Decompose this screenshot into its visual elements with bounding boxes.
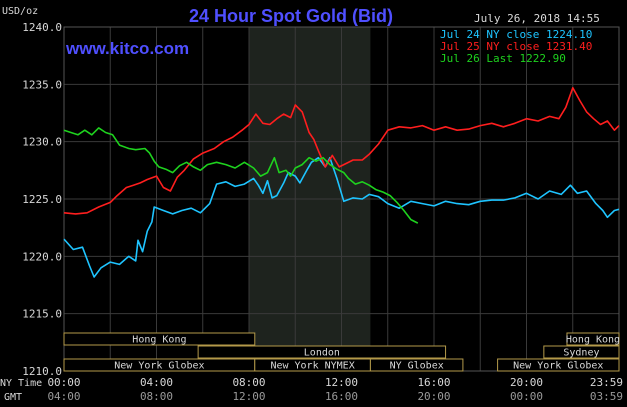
x-tick-label-gmt: 16:00: [325, 390, 358, 403]
session-label: Sydney: [563, 348, 599, 359]
y-tick-label: 1230.0: [22, 136, 62, 149]
x-tick-label-gmt: 04:00: [47, 390, 80, 403]
session-label: Hong Kong: [132, 335, 186, 346]
series-line-2: [63, 127, 419, 224]
session-bar: [497, 358, 620, 372]
x-axis-ticks: 00:00 04:00 08:00 12:00 16:00 20:00 23:5904:00…: [47, 376, 623, 403]
y-tick-label: 1220.0: [22, 250, 62, 263]
y-tick-label: 1225.0: [22, 193, 62, 206]
gmt-label: GMT: [4, 392, 22, 403]
timestamp: July 26, 2018 14:55: [474, 12, 600, 25]
x-tick-label-ny: 23:59: [590, 376, 623, 389]
session-label: New York NYMEX: [270, 361, 354, 372]
session-bar: [543, 345, 620, 359]
market-sessions: Hong Kong Hong Kong London Sydney New York G…: [63, 332, 620, 372]
legend-jul25: Jul 25 NY close 1231.40: [440, 40, 592, 53]
session-bar: [197, 345, 447, 359]
session-label: New York Globex: [114, 361, 204, 372]
session-bar: [63, 332, 256, 346]
session-label: NY Globex: [390, 361, 444, 372]
x-tick-label-ny: 04:00: [140, 376, 173, 389]
y-tick-label: 1215.0: [22, 308, 62, 321]
chart-title: 24 Hour Spot Gold (Bid): [189, 6, 393, 26]
session-label: Hong Kong: [566, 335, 620, 346]
session-bar: [566, 332, 620, 346]
legend-jul24: Jul 24 NY close 1224.10: [440, 28, 592, 41]
website-label: www.kitco.com: [65, 39, 189, 58]
legend-jul26: Jul 26 Last 1222.90: [440, 52, 566, 65]
session-bar: [369, 358, 464, 372]
y-axis-ticks: 1240.0 1235.0 1230.0 1225.0 1220.0 1215.0 1210…: [22, 21, 62, 378]
x-tick-label-ny: 12:00: [325, 376, 358, 389]
y-axis-unit: USD/oz: [2, 6, 38, 17]
y-tick-label: 1235.0: [22, 78, 62, 91]
x-tick-label-gmt: 00:00: [510, 390, 543, 403]
session-label: New York Globex: [513, 361, 603, 372]
series-line-0: [63, 156, 620, 278]
y-tick-label: 1240.0: [22, 21, 62, 34]
y-tick-label: 1210.0: [22, 365, 62, 378]
x-tick-label-ny: 08:00: [232, 376, 265, 389]
session-label: London: [304, 348, 340, 359]
x-tick-label-gmt: 20:00: [417, 390, 450, 403]
x-tick-label-ny: 00:00: [47, 376, 80, 389]
x-tick-label-gmt: 03:59: [590, 390, 623, 403]
legend: Jul 24 NY close 1224.10 Jul 25 NY close …: [440, 28, 592, 65]
price-series: [63, 87, 620, 278]
x-tick-label-ny: 16:00: [417, 376, 450, 389]
x-tick-label-gmt: 12:00: [232, 390, 265, 403]
x-tick-label-ny: 20:00: [510, 376, 543, 389]
x-tick-label-gmt: 08:00: [140, 390, 173, 403]
ny-time-label: NY Time: [0, 378, 42, 389]
